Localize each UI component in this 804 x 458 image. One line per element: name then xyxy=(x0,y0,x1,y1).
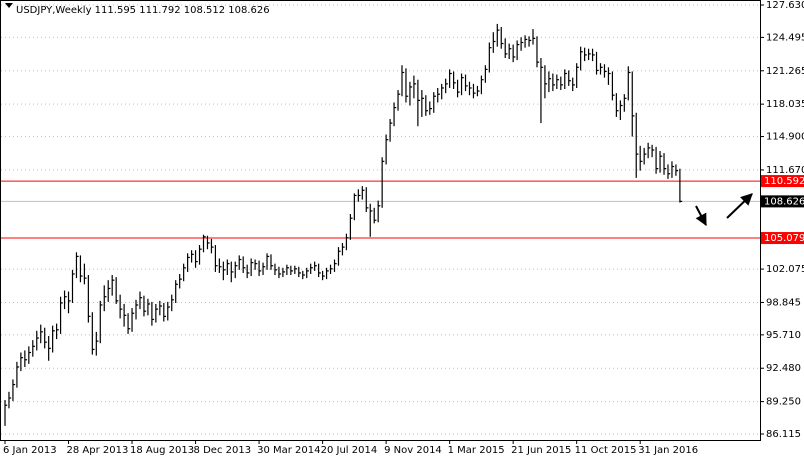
level-label-bg xyxy=(761,232,804,245)
y-tick-label: 114.900 xyxy=(766,132,804,143)
x-tick-label: 28 Apr 2013 xyxy=(67,445,129,456)
level-label: 105.079 xyxy=(764,233,804,244)
x-tick-label: 18 Aug 2013 xyxy=(130,445,194,456)
y-tick-label: 86.115 xyxy=(766,429,801,440)
arrow-up xyxy=(726,193,753,219)
chart-title: USDJPY,Weekly 111.595 111.792 108.512 10… xyxy=(16,5,270,16)
x-tick-label: 30 Mar 2014 xyxy=(257,445,320,456)
grid xyxy=(1,4,760,435)
y-tick-label: 102.075 xyxy=(766,264,804,275)
y-tick-label: 121.265 xyxy=(766,66,804,77)
axis-labels: 127.630 124.495 121.265 118.035 114.900 111.6… xyxy=(3,0,804,456)
x-tick-label: 21 Jun 2015 xyxy=(511,445,571,456)
level-label: 110.592 xyxy=(764,176,804,187)
y-tick-label: 118.035 xyxy=(766,99,804,110)
bid-label-bg xyxy=(761,195,804,208)
x-tick-label: 6 Jan 2013 xyxy=(3,445,57,456)
y-tick-label: 95.710 xyxy=(766,330,801,341)
level-label-bg xyxy=(761,175,804,188)
x-tick-label: 9 Nov 2014 xyxy=(384,445,442,456)
y-tick-label: 124.495 xyxy=(766,32,804,43)
y-tick-label: 92.480 xyxy=(766,363,801,374)
x-tick-label: 1 Mar 2015 xyxy=(448,445,505,456)
x-tick-label: 8 Dec 2013 xyxy=(194,445,252,456)
x-tick-label: 20 Jul 2014 xyxy=(321,445,378,456)
plot-frame xyxy=(0,0,761,441)
y-tick-label: 89.250 xyxy=(766,397,801,408)
dropdown-icon xyxy=(5,3,13,8)
bars xyxy=(4,23,683,426)
y-tick-label: 127.630 xyxy=(766,0,804,11)
x-tick-label: 31 Jan 2016 xyxy=(638,445,698,456)
x-tick-label: 11 Oct 2015 xyxy=(575,445,637,456)
y-tick-label: 98.845 xyxy=(766,297,801,308)
y-tick-label: 111.670 xyxy=(766,165,804,176)
bid-label: 108.626 xyxy=(764,196,804,207)
arrow-down xyxy=(695,205,707,227)
